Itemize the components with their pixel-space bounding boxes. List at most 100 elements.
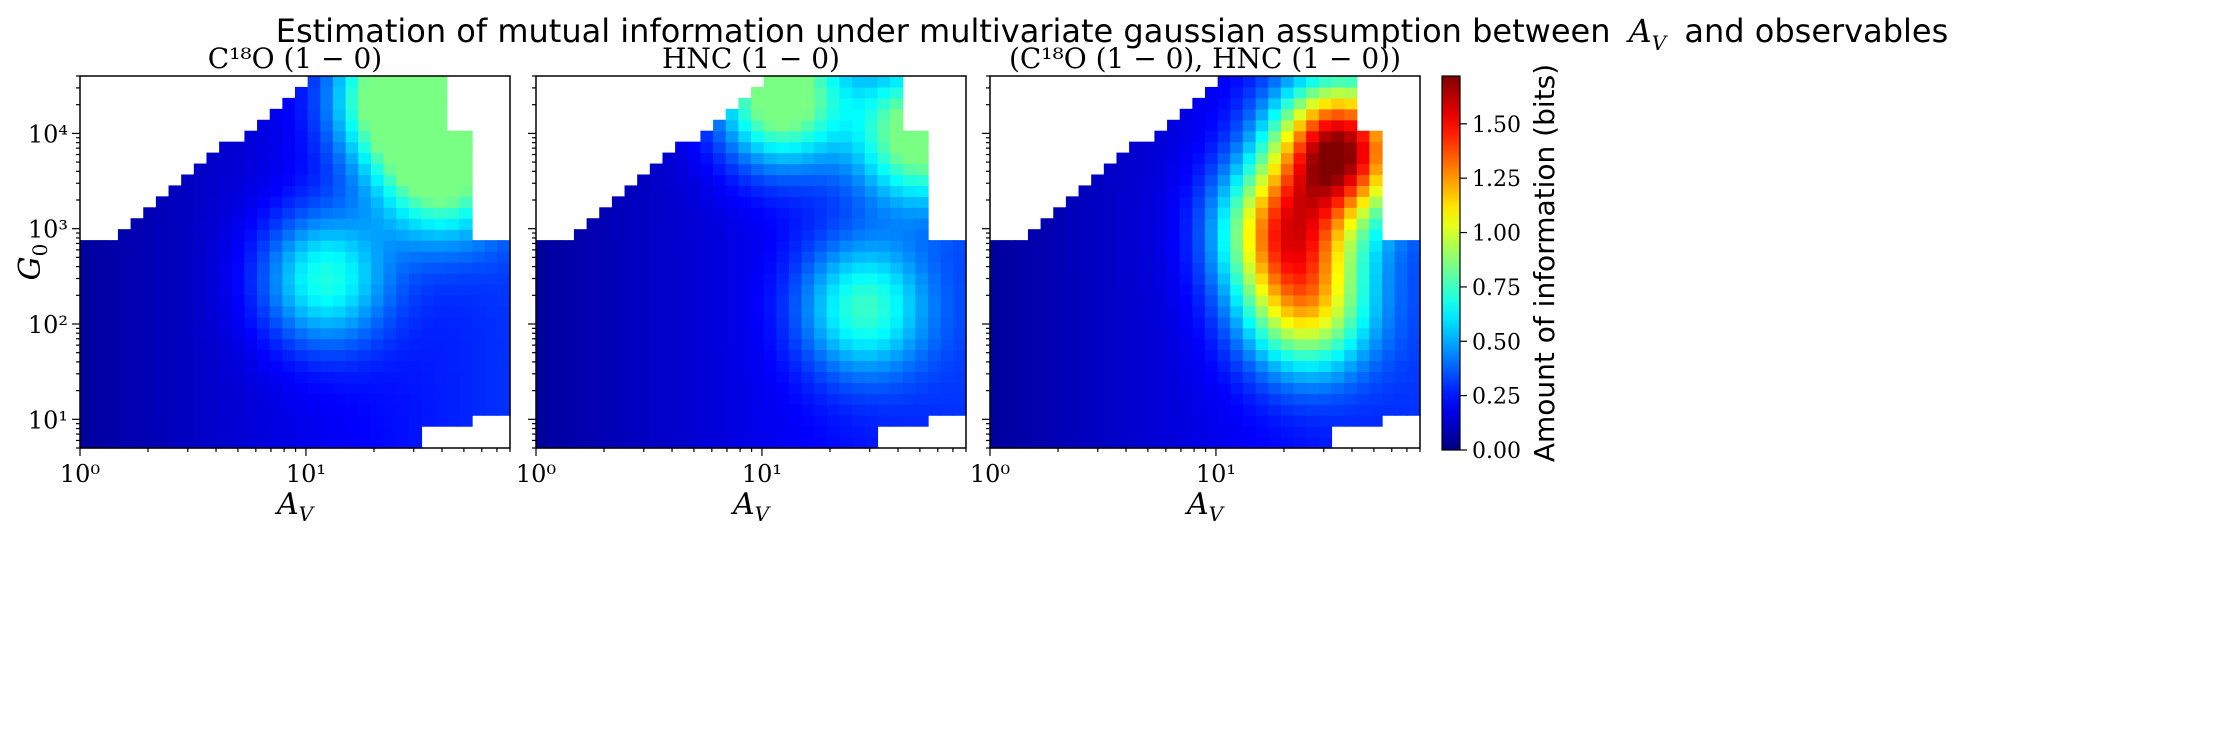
heatmap-cell [421, 294, 435, 307]
heatmap-cell [244, 371, 258, 383]
heatmap-cell [801, 108, 815, 121]
heatmap-cell [1065, 371, 1080, 383]
heatmap-cell [332, 141, 347, 154]
heatmap-cell [839, 218, 853, 230]
heatmap-cell [1205, 119, 1219, 132]
heatmap-cell [599, 382, 613, 394]
heatmap-cell [852, 371, 866, 383]
heatmap-cell [1369, 404, 1383, 416]
heatmap-cell [193, 240, 208, 252]
heatmap-cell [1217, 207, 1231, 219]
heatmap-cell [219, 437, 233, 449]
heatmap-cell [231, 229, 246, 241]
heatmap-cell [1344, 141, 1358, 154]
heatmap-cell [801, 393, 815, 405]
heatmap-cell [181, 229, 195, 241]
heatmap-cell [599, 426, 613, 438]
heatmap-cell [282, 251, 296, 263]
heatmap-cell [421, 404, 435, 416]
heatmap-cell [1103, 426, 1118, 438]
heatmap-cell [1091, 174, 1105, 187]
heatmap-cell [1065, 404, 1080, 416]
heatmap-cell [358, 218, 372, 230]
heatmap-cell [801, 240, 815, 252]
heatmap-cell [1242, 163, 1257, 176]
heatmap-cell [1065, 262, 1080, 274]
heatmap-cell [536, 371, 550, 383]
heatmap-cell [332, 382, 347, 394]
heatmap-cell [801, 185, 815, 197]
heatmap-cell [1306, 108, 1320, 121]
heatmap-cell [1154, 141, 1168, 154]
heatmap-cell [1179, 240, 1193, 252]
heatmap-cell [536, 349, 550, 362]
heatmap-cell [345, 174, 359, 187]
heatmap-cell [864, 404, 879, 416]
heatmap-cell [839, 108, 853, 121]
heatmap-cell [307, 327, 321, 340]
heatmap-cell [446, 262, 461, 274]
heatmap-cell [611, 262, 626, 274]
heatmap-cell [219, 262, 233, 274]
heatmap-cell [1103, 360, 1118, 373]
heatmap-cell [1040, 371, 1054, 383]
heatmap-cell [396, 371, 410, 383]
heatmap-cell [168, 283, 182, 296]
heatmap-cell [1141, 174, 1156, 187]
heatmap-cell [915, 196, 929, 208]
heatmap-cell [1167, 163, 1181, 176]
heatmap-cell [105, 349, 119, 362]
heatmap-cell [763, 108, 777, 121]
heatmap-cell [231, 437, 246, 449]
heatmap-cell [649, 196, 664, 208]
heatmap-cell [282, 360, 296, 373]
heatmap-cell [1306, 141, 1320, 154]
heatmap-cell [599, 327, 613, 340]
heatmap-cell [358, 404, 372, 416]
x-tick-label: 10⁰ [516, 460, 556, 488]
heatmap-cell [1015, 338, 1029, 351]
heatmap-cell [573, 404, 588, 416]
heatmap-cell [307, 371, 321, 383]
heatmap-cell [725, 174, 739, 187]
heatmap-cell [890, 218, 904, 230]
heatmap-cell [1015, 305, 1029, 318]
heatmap-cell [1242, 371, 1257, 383]
heatmap-cell [408, 174, 423, 187]
heatmap-cell [345, 229, 359, 241]
heatmap-cell [244, 327, 258, 340]
heatmap-cell [738, 349, 752, 362]
heatmap-cell [890, 305, 904, 318]
heatmap-cell [662, 338, 676, 351]
heatmap-cell [1280, 141, 1295, 154]
heatmap-cell [472, 338, 486, 351]
heatmap-cell [206, 294, 220, 307]
heatmap-cell [801, 152, 815, 165]
heatmap-cell [864, 76, 879, 88]
heatmap-cell [320, 152, 334, 165]
heatmap-cell [725, 119, 739, 132]
heatmap-cell [206, 283, 220, 296]
heatmap-cell [637, 327, 651, 340]
heatmap-cell [1344, 108, 1358, 121]
heatmap-cell [193, 437, 208, 449]
heatmap-cell [370, 349, 385, 362]
heatmap-cell [143, 393, 157, 405]
heatmap-cell [1407, 272, 1421, 285]
heatmap-cell [1293, 229, 1307, 241]
heatmap-cell [370, 218, 385, 230]
heatmap-cell [940, 251, 954, 263]
heatmap-cell [649, 218, 664, 230]
heatmap-cell [1369, 229, 1383, 241]
heatmap-cell [1318, 283, 1333, 296]
heatmap-cell [370, 294, 385, 307]
heatmap-cell [320, 415, 334, 427]
heatmap-cell [814, 272, 828, 285]
heatmap-cell [408, 185, 423, 197]
heatmap-cell [940, 327, 954, 340]
heatmap-cell [231, 382, 246, 394]
heatmap-cell [536, 283, 550, 296]
heatmap-cell [459, 196, 473, 208]
heatmap-cell [826, 382, 841, 394]
heatmap-cell [383, 305, 397, 318]
